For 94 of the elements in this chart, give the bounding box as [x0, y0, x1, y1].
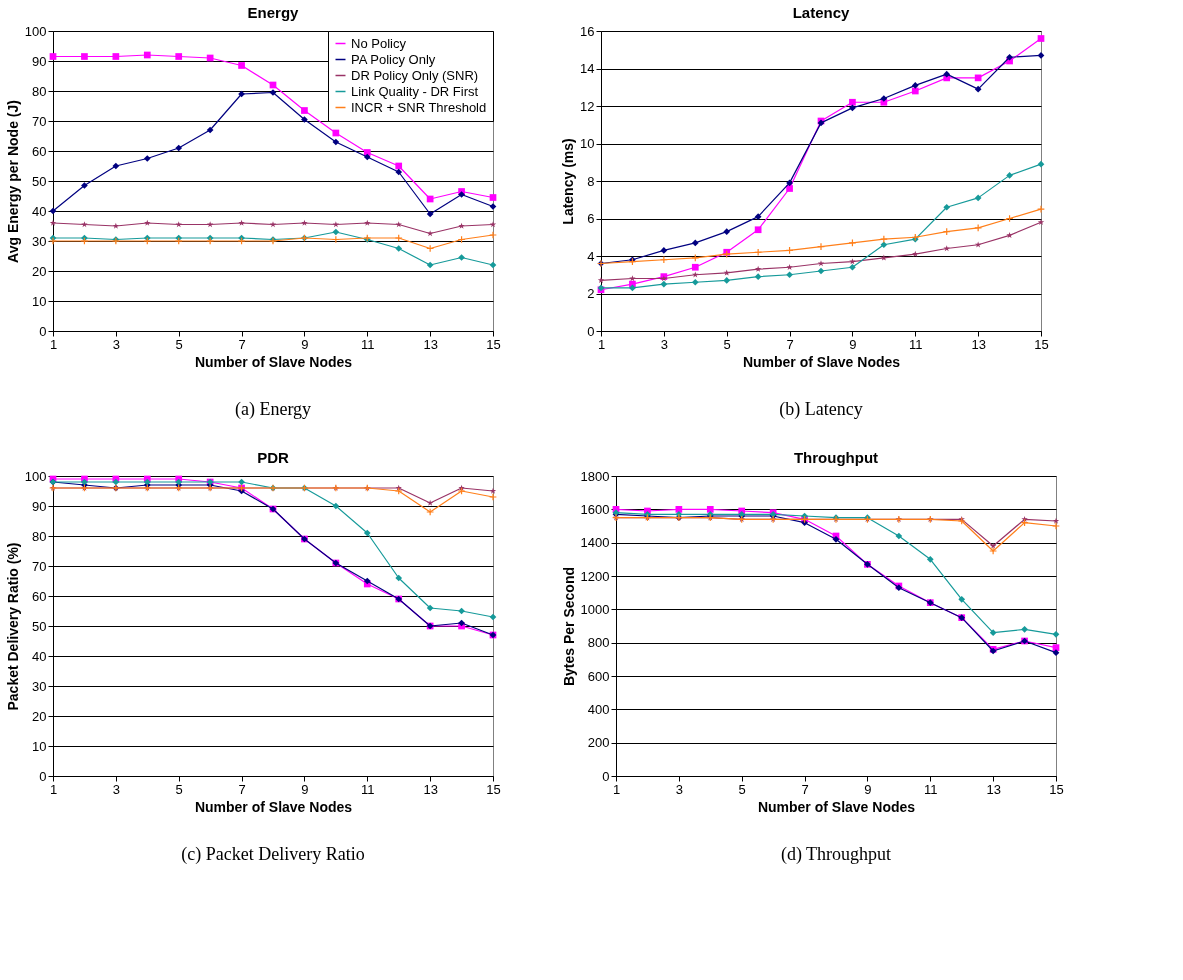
x-tick-label: 13	[971, 336, 986, 352]
y-tick-label: 400	[587, 701, 610, 717]
y-tick-label: 70	[32, 113, 47, 129]
legend-label: PA Policy Only	[351, 51, 436, 67]
y-tick-label: 800	[587, 635, 610, 651]
y-tick-label: 20	[32, 708, 47, 724]
x-tick-label: 11	[361, 781, 375, 797]
x-tick-label: 3	[660, 336, 668, 352]
y-axis-title: Avg Energy per Node (J)	[4, 100, 21, 263]
y-tick-label: 20	[32, 263, 47, 279]
y-tick-label: 200	[587, 735, 610, 751]
x-tick-label: 9	[301, 781, 309, 797]
x-tick-label: 15	[1034, 336, 1049, 352]
y-tick-label: 40	[32, 648, 47, 664]
y-axis-title: Packet Delivery Ratio (%)	[4, 542, 21, 711]
y-axis-title: Bytes Per Second	[560, 566, 577, 687]
x-tick-label: 1	[49, 781, 58, 797]
y-tick-label: 90	[32, 53, 47, 69]
x-tick-label: 15	[1049, 781, 1064, 797]
chart-title: Energy	[247, 4, 300, 21]
y-tick-label: 0	[602, 768, 610, 784]
x-axis-title: Number of Slave Nodes	[742, 353, 901, 370]
x-tick-label: 7	[801, 781, 809, 797]
y-tick-label: 0	[39, 768, 47, 784]
x-tick-label: 5	[738, 781, 746, 797]
x-tick-label: 7	[238, 781, 246, 797]
y-tick-label: 60	[32, 143, 47, 159]
y-tick-label: 10	[580, 136, 595, 151]
x-tick-label: 11	[924, 781, 938, 797]
x-tick-label: 5	[175, 781, 183, 797]
y-tick-label: 100	[24, 468, 47, 484]
y-tick-label: 60	[32, 588, 47, 604]
x-tick-label: 1	[49, 336, 58, 352]
y-axis-title: Latency (ms)	[560, 138, 577, 225]
chart-title: PDR	[257, 449, 289, 466]
x-tick-label: 13	[423, 336, 438, 352]
y-tick-label: 0	[587, 323, 595, 339]
y-tick-label: 14	[580, 61, 595, 76]
x-tick-label: 7	[786, 336, 794, 352]
y-tick-label: 4	[587, 248, 595, 264]
x-axis-title: Number of Slave Nodes	[757, 798, 916, 815]
legend-label: DR Policy Only (SNR)	[351, 67, 479, 83]
y-tick-label: 50	[32, 618, 47, 634]
y-tick-label: 80	[32, 528, 47, 544]
x-tick-label: 3	[112, 781, 120, 797]
x-tick-label: 3	[675, 781, 683, 797]
y-tick-label: 10	[32, 738, 47, 754]
text: (c) Packet Delivery Ratio	[181, 844, 365, 865]
x-tick-label: 15	[486, 781, 501, 797]
x-tick-label: 5	[175, 336, 183, 352]
x-tick-label: 13	[986, 781, 1001, 797]
x-tick-label: 1	[612, 781, 621, 797]
x-tick-label: 9	[864, 781, 872, 797]
y-tick-label: 50	[32, 173, 47, 189]
y-tick-label: 30	[32, 678, 47, 694]
x-axis-title: Number of Slave Nodes	[194, 353, 353, 370]
y-tick-label: 8	[587, 173, 595, 189]
x-tick-label: 9	[301, 336, 309, 352]
x-tick-label: 15	[486, 336, 501, 352]
y-tick-label: 100	[24, 23, 47, 39]
y-tick-label: 1000	[580, 601, 610, 617]
x-tick-label: 3	[112, 336, 120, 352]
x-tick-label: 7	[238, 336, 246, 352]
y-tick-label: 40	[32, 203, 47, 219]
y-tick-label: 10	[32, 293, 47, 309]
legend-label: No Policy	[351, 35, 407, 51]
y-tick-label: 1800	[580, 468, 610, 484]
text: (d) Throughput	[780, 844, 892, 865]
x-tick-label: 11	[909, 336, 923, 352]
x-axis-title: Number of Slave Nodes	[194, 798, 353, 815]
text: (a) Energy	[234, 399, 312, 420]
y-tick-label: 90	[32, 498, 47, 514]
y-tick-label: 1200	[580, 568, 610, 584]
x-tick-label: 1	[597, 336, 606, 352]
y-tick-label: 600	[587, 668, 610, 684]
x-tick-label: 5	[723, 336, 731, 352]
y-tick-label: 1400	[580, 535, 610, 551]
legend-label: INCR + SNR Threshold	[351, 99, 487, 115]
y-tick-label: 1600	[580, 501, 610, 517]
y-tick-label: 12	[580, 98, 595, 114]
y-tick-label: 2	[587, 286, 595, 301]
legend-label: Link Quality - DR First	[351, 83, 479, 99]
chart-title: Throughput	[793, 449, 879, 466]
chart-title: Latency	[792, 4, 850, 21]
y-tick-label: 6	[587, 211, 595, 226]
y-tick-label: 80	[32, 83, 47, 99]
y-tick-label: 30	[32, 233, 47, 249]
x-tick-label: 9	[849, 336, 857, 352]
y-tick-label: 16	[580, 23, 595, 39]
text: (b) Latency	[779, 399, 863, 420]
y-tick-label: 70	[32, 558, 47, 574]
x-tick-label: 11	[361, 336, 375, 352]
y-tick-label: 0	[39, 323, 47, 339]
x-tick-label: 13	[423, 781, 438, 797]
